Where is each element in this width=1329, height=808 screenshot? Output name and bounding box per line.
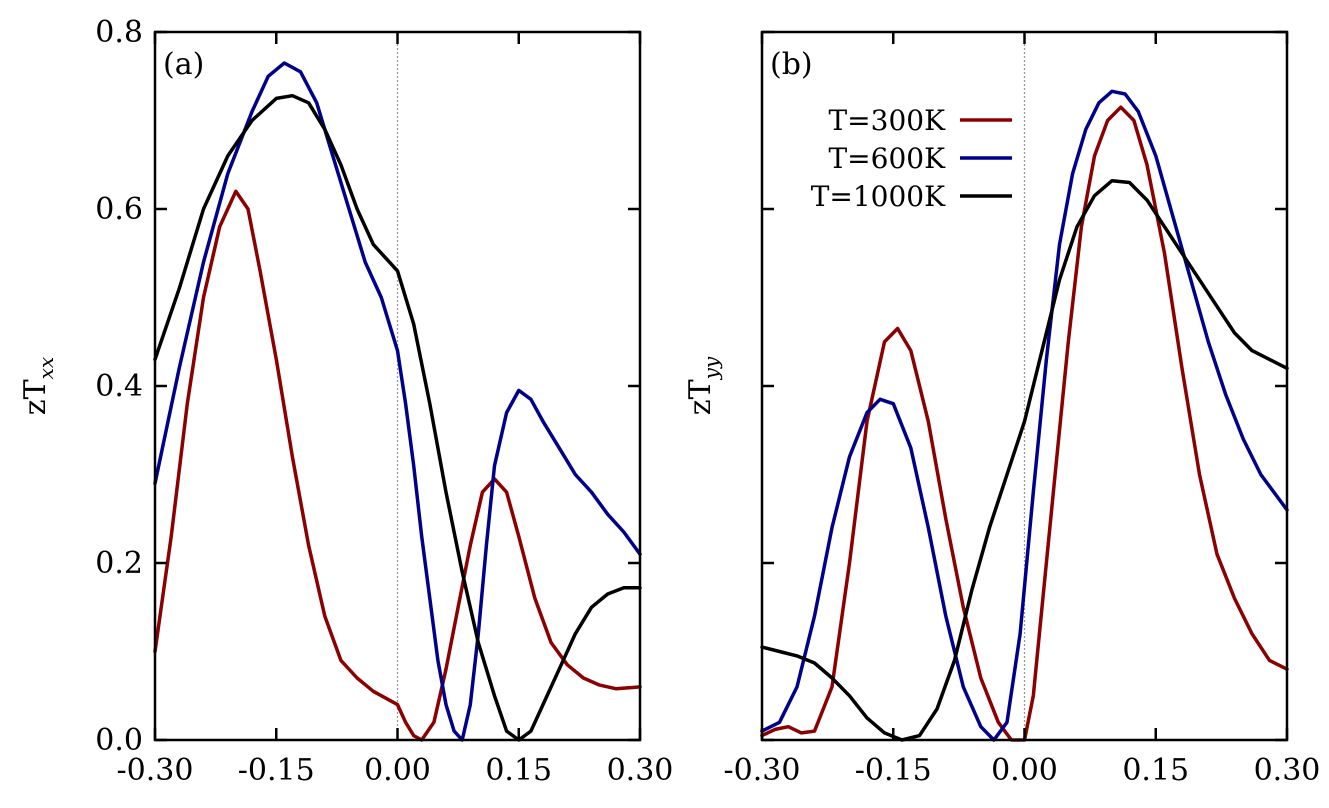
y-axis-title-subscript: yy (699, 356, 723, 380)
x-tick-label: -0.15 (855, 753, 932, 788)
legend: T=300K T=600K T=1000K (811, 104, 1012, 213)
y-tick-label: 0.8 (95, 15, 143, 50)
x-tick-label: 0.15 (485, 753, 552, 788)
legend-label: T=600K (829, 142, 947, 175)
y-axis-title-main: zT (18, 379, 53, 415)
legend-label: T=300K (829, 104, 947, 137)
series-line-t-600k (760, 89, 1289, 742)
panel-b: -0.30 -0.15 0.00 0.15 0.30 (b) zTyy T=300K T=600… (683, 30, 1321, 788)
x-tick-label: 0.15 (1122, 753, 1189, 788)
y-tick-label: 0.0 (95, 723, 143, 758)
y-axis-title: zTyy (683, 356, 723, 415)
y-tick-label: 0.4 (95, 369, 143, 404)
x-tick-label: 0.00 (991, 753, 1058, 788)
y-axis-title: zTxx (18, 357, 58, 415)
series-line-t-1000k (153, 93, 642, 742)
series-line-t-600k (153, 61, 642, 742)
y-axis-title-main: zT (683, 379, 718, 415)
legend-label: T=1000K (811, 180, 946, 213)
series-line-t-300k (153, 189, 642, 742)
panel-label: (b) (770, 47, 813, 82)
x-tick-label: 0.00 (364, 753, 431, 788)
y-axis-title-subscript: xx (34, 357, 58, 380)
panel-label: (a) (163, 47, 204, 82)
x-tick-label: -0.30 (117, 753, 194, 788)
y-tick-label: 0.2 (95, 546, 143, 581)
panel-a: -0.30 -0.15 0.00 0.15 0.30 0.0 0.2 0.4 0.6 0.8 (a)… (18, 15, 673, 788)
series-line-t-1000k (760, 178, 1289, 742)
y-tick-label: 0.6 (95, 192, 143, 227)
x-tick-label: -0.15 (238, 753, 315, 788)
x-tick-label: -0.30 (724, 753, 801, 788)
x-tick-label: 0.30 (607, 753, 674, 788)
series-line-t-300k (760, 105, 1289, 742)
x-tick-label: 0.30 (1254, 753, 1321, 788)
